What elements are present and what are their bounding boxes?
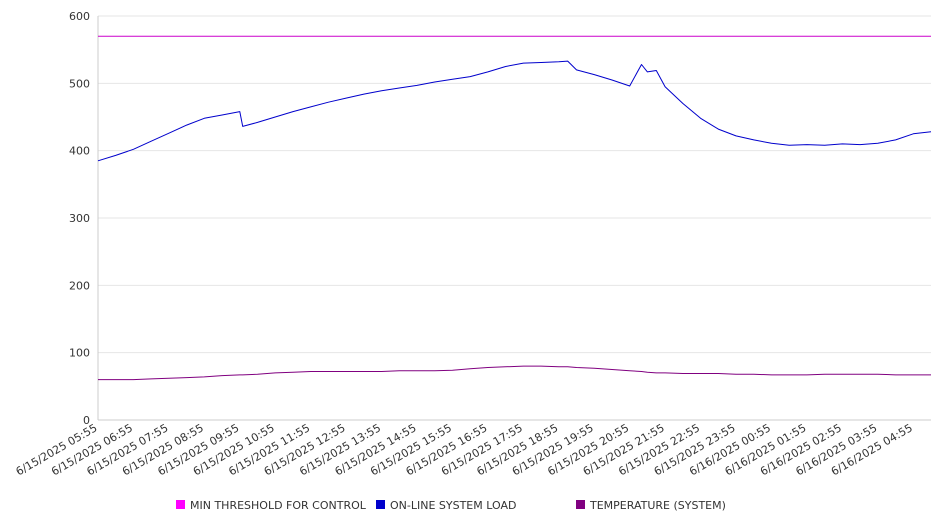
legend-swatch xyxy=(376,500,385,509)
legend-swatch xyxy=(176,500,185,509)
legend-label: ON-LINE SYSTEM LOAD xyxy=(390,499,516,512)
series-line-2 xyxy=(98,365,931,381)
y-tick-label: 400 xyxy=(69,145,90,158)
legend-label: TEMPERATURE (SYSTEM) xyxy=(589,499,726,512)
y-tick-label: 500 xyxy=(69,77,90,90)
y-tick-label: 0 xyxy=(83,414,90,427)
y-tick-label: 100 xyxy=(69,347,90,360)
y-tick-label: 600 xyxy=(69,10,90,23)
x-axis-tick-labels: 6/15/2025 05:556/15/2025 06:556/15/2025 … xyxy=(14,421,915,478)
y-tick-label: 200 xyxy=(69,279,90,292)
y-axis-tick-labels: 0 100 200 300 400 500 600 xyxy=(69,10,90,427)
legend: MIN THRESHOLD FOR CONTROL ON-LINE SYSTEM … xyxy=(176,499,726,512)
legend-label: MIN THRESHOLD FOR CONTROL xyxy=(190,499,367,512)
series-line-1 xyxy=(97,60,932,162)
series-lines xyxy=(97,35,932,381)
gridlines xyxy=(98,15,931,354)
legend-swatch xyxy=(576,500,585,509)
legend-item-2: TEMPERATURE (SYSTEM) xyxy=(576,499,726,512)
legend-item-1: ON-LINE SYSTEM LOAD xyxy=(376,499,516,512)
y-tick-label: 300 xyxy=(69,212,90,225)
legend-item-0: MIN THRESHOLD FOR CONTROL xyxy=(176,499,367,512)
axes xyxy=(97,16,931,421)
